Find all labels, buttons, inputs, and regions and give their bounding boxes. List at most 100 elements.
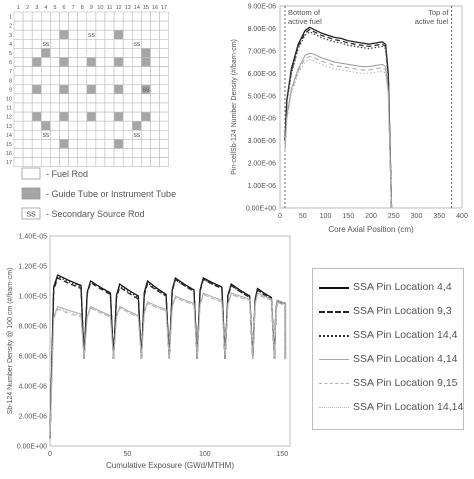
axial-series-line (284, 59, 392, 209)
fuel-rod-cell (150, 130, 160, 140)
fuel-rod-cell (150, 66, 160, 76)
y-tick-label: 2.00E-06 (248, 161, 277, 168)
guide-tube-cell (59, 84, 69, 95)
fuel-rod-cell (86, 93, 97, 104)
fuel-rod-cell (22, 157, 33, 168)
legend-item: SSA Pin Location 9,15 (319, 375, 459, 393)
fuel-rod-cell (68, 93, 78, 104)
secondary-source-marker: SS (88, 33, 95, 39)
fuel-rod-cell (50, 139, 60, 149)
x-axis-label: Core Axial Position (cm) (328, 225, 414, 234)
y-tick-label: 1.40E-05 (19, 234, 48, 241)
fuel-rod-cell (50, 102, 60, 113)
fuel-rod-cell (13, 84, 24, 95)
fuel-rod-cell (77, 11, 88, 22)
fuel-rod-cell (77, 157, 88, 168)
fuel-rod-cell (159, 38, 170, 49)
fuel-rod-cell (86, 20, 97, 31)
fuel-rod-cell (150, 84, 160, 95)
fuel-rod-cell (50, 120, 60, 131)
fuel-rod-cell (31, 139, 42, 149)
fuel-rod-cell (132, 102, 142, 113)
exposure-series-line (49, 292, 286, 439)
fuel-rod-cell (13, 20, 24, 31)
fuel-rod-cell (59, 11, 69, 22)
fuel-rod-cell (132, 148, 142, 158)
fuel-rod-cell (86, 38, 97, 49)
fuel-rod-cell (50, 20, 60, 31)
fuel-rod-cell (50, 48, 60, 58)
fuel-rod-cell (31, 120, 42, 131)
guide-tube-cell (113, 29, 124, 40)
row-number: 10 (6, 96, 12, 102)
y-axis-label: Pin-cellSb-124 Number Density (#/barn-cm… (231, 39, 238, 175)
fuel-rod-cell (77, 130, 88, 140)
fuel-rod-cell (86, 139, 97, 149)
secondary-source-marker: SS (43, 133, 50, 139)
fuel-rod-cell (150, 111, 160, 122)
fuel-rod-cell (95, 120, 106, 131)
row-number: 1 (9, 15, 12, 21)
row-number: 13 (6, 124, 12, 130)
y-tick-label: 9.00E-06 (248, 4, 277, 11)
axial-series-line (284, 31, 393, 209)
fuel-rod-cell (68, 148, 78, 158)
fuel-rod-cell (59, 75, 69, 86)
fuel-rod-cell (159, 84, 170, 95)
legend-label: SSA Pin Location 4,4 (353, 281, 452, 293)
fuel-rod-cell (122, 20, 133, 31)
fuel-rod-cell (104, 48, 115, 58)
fuel-rod-cell (150, 75, 160, 86)
legend-line (319, 335, 349, 337)
fuel-rod-cell (141, 120, 151, 131)
fuel-rod-cell (31, 93, 42, 104)
guide-tube-cell (141, 48, 151, 58)
fuel-rod-cell (113, 130, 124, 140)
fuel-rod-cell (113, 102, 124, 113)
y-tick-label: 0.00E+00 (17, 444, 47, 451)
column-number: 11 (107, 5, 113, 11)
fuel-rod-cell (122, 57, 133, 67)
fuel-rod-cell (13, 48, 24, 58)
fuel-rod-cell (77, 75, 88, 86)
guide-tube-cell (86, 57, 97, 67)
x-tick-label: 0 (278, 213, 282, 220)
legend-item: SSA Pin Location 4,14 (319, 351, 459, 369)
fuel-rod-cell (159, 29, 170, 40)
x-tick-label: 150 (342, 213, 354, 220)
fuel-rod-cell (31, 66, 42, 76)
exposure-legend: SSA Pin Location 4,4 SSA Pin Location 9,… (312, 268, 464, 430)
fuel-rod-cell (77, 102, 88, 113)
secondary-source-marker: SS (134, 42, 141, 48)
fuel-rod-cell (141, 38, 151, 49)
fuel-rod-cell (59, 157, 69, 168)
fuel-rod-cell (150, 57, 160, 67)
fuel-rod-cell (86, 148, 97, 158)
plot-frame (49, 235, 291, 447)
fuel-rod-cell (132, 111, 142, 122)
row-number: 5 (9, 51, 12, 57)
fuel-rod-cell (95, 157, 106, 168)
fuel-rod-cell (40, 66, 51, 76)
guide-tube-cell (31, 111, 42, 122)
fuel-rod-cell (50, 29, 60, 40)
secondary-source-marker: SS (134, 133, 141, 139)
y-tick-label: 5.00E-06 (248, 93, 277, 100)
fuel-rod-cell (50, 111, 60, 122)
fuel-rod-cell (150, 93, 160, 104)
fuel-rod-cell (13, 148, 24, 158)
fuel-rod-cell (150, 148, 160, 158)
fuel-rod-cell (132, 75, 142, 86)
fuel-rod-cell (50, 130, 60, 140)
fuel-rod-cell (50, 84, 60, 95)
legend-item: SSA Pin Location 14,14 (319, 399, 463, 417)
guide-legend-swatch (21, 187, 41, 200)
x-tick-label: 50 (299, 213, 307, 220)
axial-series-line (284, 52, 392, 209)
row-number: 11 (6, 106, 12, 112)
fuel-rod-cell (31, 157, 42, 168)
fuel-rod-cell (31, 48, 42, 58)
exposure-chart-svg: 0.00E+00 2.00E-06 4.00E-06 6.00E-06 8.00E-06… (7, 234, 291, 470)
fuel-rod-cell (22, 38, 33, 49)
fuel-rod-cell (122, 48, 133, 58)
